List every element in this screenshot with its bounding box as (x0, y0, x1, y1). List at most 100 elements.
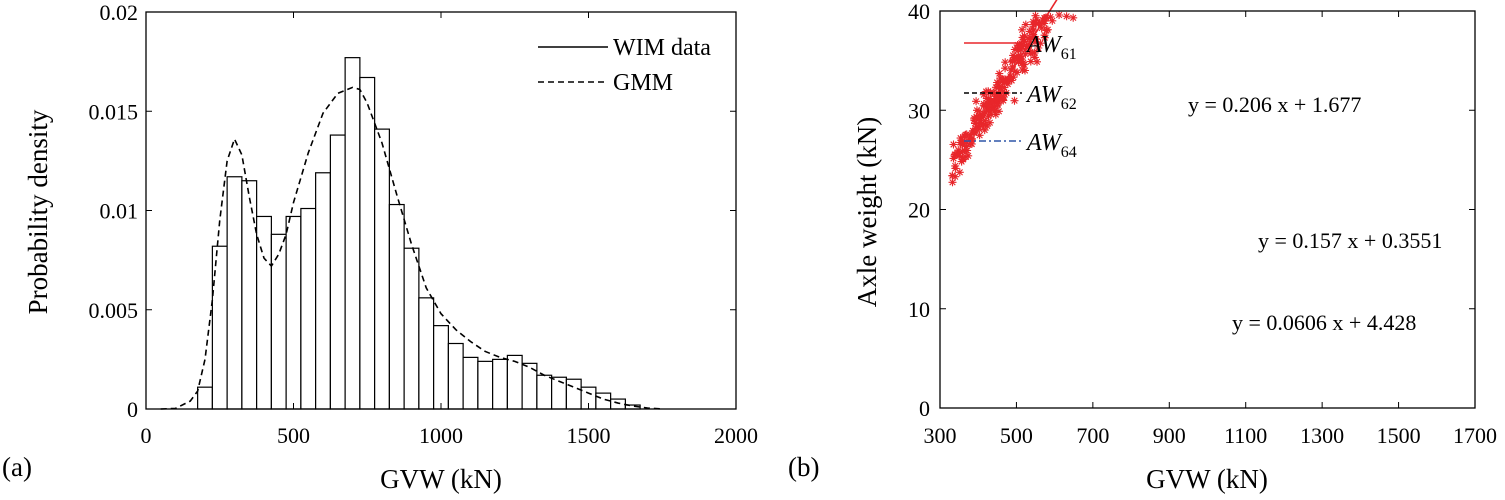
aw61-point (1034, 44, 1043, 52)
legend-gmm-label: GMM (613, 70, 673, 96)
aw61-point (1017, 45, 1026, 54)
aw61-point (1008, 62, 1017, 71)
aw61-point (975, 107, 984, 116)
aw61-point (975, 113, 984, 122)
aw61-point (1043, 25, 1052, 34)
aw61-point (990, 89, 999, 98)
aw61-point (996, 74, 1005, 83)
aw61-point (1021, 20, 1030, 29)
aw61-point (1038, 16, 1047, 25)
histogram-bar (433, 325, 449, 410)
aw61-point (1001, 58, 1010, 67)
x-tick-label: 0 (141, 423, 152, 448)
y-tick-label: 10 (908, 297, 930, 322)
aw61-point (1013, 68, 1022, 77)
x-tick-label: 1300 (1300, 423, 1344, 448)
scatter-x-ticks: 300 500 700 900 1100 1300 1500 1700 (924, 11, 1497, 448)
aw61-point (948, 178, 957, 187)
histogram-y-label: Probability density (23, 109, 53, 314)
x-tick-label: 1700 (1453, 423, 1497, 448)
aw61-point (1040, 33, 1049, 42)
aw61-point (1024, 42, 1033, 51)
aw61-point (998, 88, 1007, 97)
aw61-point (973, 106, 981, 115)
equation-aw61: y = 0.0606 x + 4.428 (1232, 310, 1416, 335)
aw61-point (1036, 39, 1045, 48)
x-tick-label: 1500 (1377, 423, 1421, 448)
aw61-point (1015, 41, 1024, 50)
aw61-point (951, 150, 960, 159)
aw61-point (1021, 50, 1030, 59)
histogram-bar (388, 203, 405, 410)
scatter-legend: AW61 AW62 AW64 (964, 32, 1077, 161)
aw61-point (1020, 37, 1029, 46)
aw61-point (1033, 57, 1041, 66)
aw61-point (962, 138, 971, 146)
aw61-point (1009, 51, 1018, 60)
histogram-bar (462, 356, 479, 410)
x-tick-label: 500 (1000, 423, 1033, 448)
aw61-point (1008, 57, 1017, 66)
x-tick-label: 1000 (419, 423, 463, 448)
aw61-point (979, 109, 987, 118)
aw61-point (962, 130, 971, 139)
aw61-point (981, 120, 990, 129)
aw61-point (971, 124, 980, 133)
scatter-y-ticks: 0 10 20 30 40 (908, 0, 1475, 421)
aw61-point (1055, 11, 1064, 19)
histogram-bar (344, 57, 361, 410)
aw61-point (993, 101, 1002, 110)
histogram-bars (197, 57, 641, 410)
legend-aw61-label: AW61 (1025, 32, 1077, 63)
aw61-point (954, 146, 963, 155)
aw61-point (955, 149, 964, 158)
aw61-point (1007, 66, 1016, 75)
histogram-x-label: GVW (kN) (380, 464, 502, 494)
aw61-point (948, 171, 957, 180)
y-tick-label: 40 (908, 0, 930, 24)
aw61-point (1014, 51, 1022, 60)
aw61-point (951, 164, 960, 173)
aw61-point (1030, 38, 1039, 47)
aw61-point (1048, 16, 1057, 25)
histogram-bar (418, 297, 435, 410)
aw61-point (999, 96, 1008, 105)
aw61-point (958, 147, 967, 156)
aw61-point (1003, 80, 1012, 89)
aw61-point (1028, 24, 1037, 33)
x-tick-label: 700 (1076, 423, 1109, 448)
histogram-bar (359, 76, 376, 410)
aw61-point (999, 75, 1008, 84)
aw61-point (1030, 53, 1039, 62)
histogram-bar (477, 360, 494, 410)
aw61-point (983, 99, 992, 108)
y-tick-label: 30 (908, 98, 930, 123)
histogram-bar (565, 378, 582, 410)
histogram-bar (374, 128, 390, 410)
aw61-point (1026, 33, 1035, 42)
aw61-point (970, 114, 979, 123)
scatter-panel: 300 500 700 900 1100 1300 1500 1700 0 10 20 30 40 A… (788, 0, 1497, 494)
aw61-point (995, 69, 1004, 78)
aw61-point (1011, 67, 1019, 76)
histogram-panel: 0 500 1000 1500 2000 0 0.005 0.01 0.015 0.02 WIM… (2, 0, 758, 494)
y-tick-label: 20 (908, 198, 930, 223)
aw61-point (1031, 11, 1040, 20)
aw61-point (1037, 24, 1046, 33)
aw61-point (1000, 83, 1009, 92)
aw61-point (1046, 12, 1055, 21)
aw61-point (990, 102, 999, 111)
x-tick-label: 1100 (1224, 423, 1267, 448)
aw61-point (1014, 58, 1023, 67)
histogram-bar (315, 172, 331, 410)
aw61-point (993, 78, 1002, 87)
y-tick-label: 0.01 (100, 199, 139, 224)
scatter-y-label: Axle weight (kN) (852, 117, 882, 307)
histogram-bar (447, 342, 464, 410)
aw61-point (966, 131, 975, 140)
aw61-point (956, 134, 965, 143)
histogram-bar (536, 374, 553, 410)
aw61-point (980, 126, 989, 135)
aw61-point (955, 168, 964, 177)
aw61-point (987, 96, 996, 105)
